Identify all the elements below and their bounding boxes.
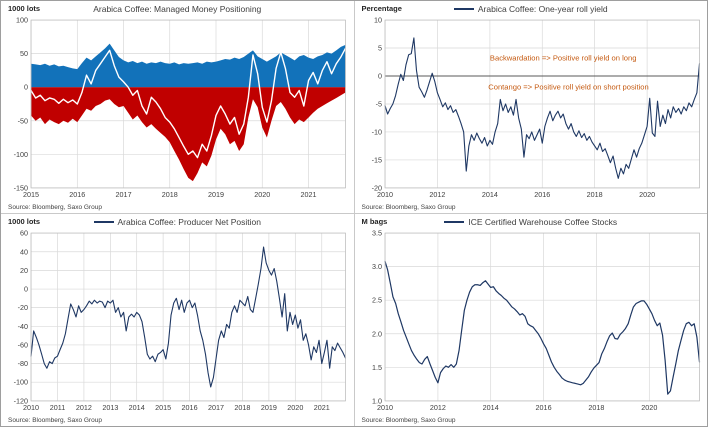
svg-text:2012: 2012 [76, 403, 92, 412]
svg-text:2012: 2012 [429, 403, 445, 412]
svg-text:2018: 2018 [162, 190, 178, 199]
svg-text:Contango => Positive roll yiel: Contango => Positive roll yield on short… [488, 82, 648, 91]
svg-text:-20: -20 [371, 183, 381, 192]
svg-text:60: 60 [20, 229, 28, 238]
chart-title: Arabica Coffee: One-year roll yield [477, 4, 608, 14]
legend-line-swatch [93, 220, 114, 223]
svg-text:2014: 2014 [481, 190, 497, 199]
chart-title-row: Arabica Coffee: Managed Money Positionin… [1, 4, 354, 14]
svg-text:2014: 2014 [482, 403, 498, 412]
source-note: Source: Bloomberg, Saxo Group [8, 204, 102, 211]
svg-text:2.5: 2.5 [372, 296, 382, 305]
svg-text:-50: -50 [18, 116, 28, 125]
svg-text:2010: 2010 [377, 403, 393, 412]
chart-canvas-warehouse-stocks: 2010 2012 2014 2016 2018 2020 3.5 3.0 2.5 2.0 1.5 1… [372, 229, 700, 412]
svg-text:0: 0 [24, 285, 28, 294]
svg-text:2010: 2010 [377, 190, 393, 199]
svg-text:2011: 2011 [50, 403, 66, 412]
chart-canvas-producer-net-position: 2010 2011 2012 2013 2014 2015 2016 2017 2018 2019… [14, 229, 347, 412]
legend-line-swatch [453, 7, 474, 10]
chart-title-row: Arabica Coffee: Producer Net Position [1, 217, 354, 227]
svg-text:2012: 2012 [429, 190, 445, 199]
source-note: Source: Bloomberg, Saxo Group [361, 204, 456, 211]
svg-text:Backwardation => Positive roll: Backwardation => Positive roll yield on … [489, 53, 636, 62]
svg-text:-20: -20 [18, 303, 28, 312]
plot-layer: 2010 2012 2014 2016 2018 2020 10 5 0 -5 -10 -15 -20 B… [371, 16, 700, 199]
unit-label: 1000 lots [8, 4, 41, 13]
svg-text:2019: 2019 [208, 190, 224, 199]
svg-text:2014: 2014 [129, 403, 145, 412]
svg-text:1.5: 1.5 [372, 363, 382, 372]
svg-text:2.0: 2.0 [372, 329, 382, 338]
svg-text:1.0: 1.0 [372, 396, 382, 405]
unit-label: M bags [361, 217, 388, 226]
source-note: Source: Bloomberg, Saxo Group [8, 417, 102, 424]
svg-text:2020: 2020 [639, 190, 655, 199]
svg-text:0: 0 [378, 72, 382, 81]
svg-text:2019: 2019 [261, 403, 277, 412]
chart-canvas-managed-money: 2015 2016 2017 2018 2019 2020 2021 100 50 0 -50 -10… [14, 16, 347, 199]
svg-text:-5: -5 [375, 99, 381, 108]
svg-text:0: 0 [24, 83, 28, 92]
svg-text:-100: -100 [14, 150, 28, 159]
chart-title: ICE Certified Warehouse Coffee Stocks [468, 217, 618, 227]
chart-panel-managed-money: 1000 lots Arabica Coffee: Managed Money … [1, 1, 354, 213]
legend-line-swatch [444, 220, 465, 223]
svg-text:2021: 2021 [301, 190, 317, 199]
svg-text:10: 10 [374, 16, 382, 25]
svg-text:2021: 2021 [314, 403, 330, 412]
svg-text:-10: -10 [371, 127, 381, 136]
svg-text:2016: 2016 [534, 190, 550, 199]
svg-text:-40: -40 [18, 322, 28, 331]
svg-text:-15: -15 [371, 155, 381, 164]
svg-text:3.5: 3.5 [372, 229, 382, 238]
svg-text:2017: 2017 [208, 403, 224, 412]
svg-text:-60: -60 [18, 340, 28, 349]
chart-title-row: Arabica Coffee: One-year roll yield [355, 4, 708, 14]
svg-text:-120: -120 [14, 396, 28, 405]
svg-text:-100: -100 [14, 378, 28, 387]
svg-text:50: 50 [20, 49, 28, 58]
svg-text:100: 100 [16, 16, 28, 25]
chart-title-row: ICE Certified Warehouse Coffee Stocks [355, 217, 708, 227]
plot-layer: 2015 2016 2017 2018 2019 2020 2021 100 50 0 -50 -10… [14, 16, 347, 199]
svg-text:-80: -80 [18, 359, 28, 368]
chart-panel-producer-net-position: 1000 lots Arabica Coffee: Producer Net P… [1, 214, 354, 426]
svg-text:2016: 2016 [69, 190, 85, 199]
svg-text:3.0: 3.0 [372, 262, 382, 271]
chart-panel-roll-yield: Percentage Arabica Coffee: One-year roll… [354, 1, 708, 213]
plot-layer: 2010 2012 2014 2016 2018 2020 3.5 3.0 2.5 2.0 1.5 1… [372, 229, 700, 412]
chart-panel-warehouse-stocks: M bags ICE Certified Warehouse Coffee St… [354, 214, 708, 426]
svg-text:2018: 2018 [234, 403, 250, 412]
svg-text:2020: 2020 [254, 190, 270, 199]
plot-layer: 2010 2011 2012 2013 2014 2015 2016 2017 2018 2019… [14, 229, 347, 412]
svg-text:2017: 2017 [116, 190, 132, 199]
svg-text:2016: 2016 [182, 403, 198, 412]
svg-text:2015: 2015 [23, 190, 39, 199]
svg-text:2010: 2010 [23, 403, 39, 412]
svg-text:2018: 2018 [586, 190, 602, 199]
chart-title: Arabica Coffee: Managed Money Positionin… [93, 4, 262, 14]
svg-text:-150: -150 [14, 183, 28, 192]
chart-title: Arabica Coffee: Producer Net Position [117, 217, 261, 227]
unit-label: 1000 lots [8, 217, 41, 226]
chart-canvas-roll-yield: 2010 2012 2014 2016 2018 2020 10 5 0 -5 -10 -15 -20 B… [371, 16, 700, 199]
svg-text:20: 20 [20, 266, 28, 275]
svg-text:2020: 2020 [287, 403, 303, 412]
svg-text:2018: 2018 [588, 403, 604, 412]
svg-text:40: 40 [20, 247, 28, 256]
svg-text:5: 5 [378, 44, 382, 53]
svg-text:2015: 2015 [155, 403, 171, 412]
unit-label: Percentage [361, 4, 402, 13]
svg-text:2013: 2013 [102, 403, 118, 412]
source-note: Source: Bloomberg, Saxo Group [361, 417, 456, 424]
svg-text:2016: 2016 [535, 403, 551, 412]
svg-text:2020: 2020 [641, 403, 657, 412]
